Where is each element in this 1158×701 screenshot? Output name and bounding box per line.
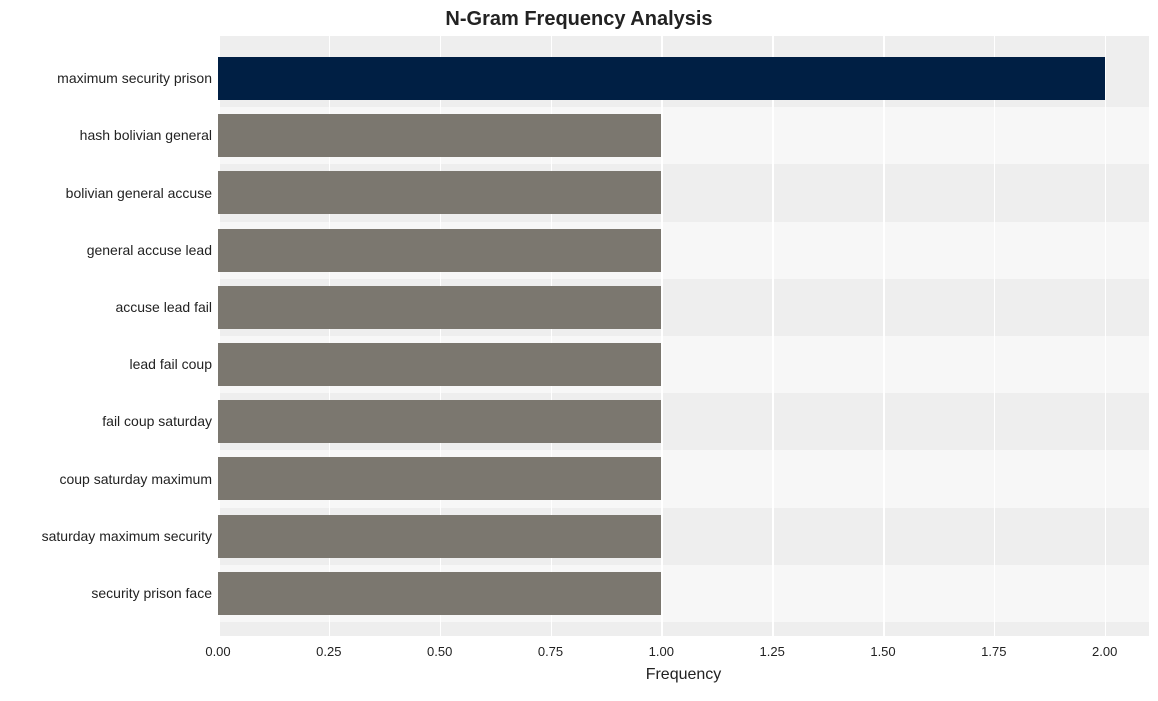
gridline xyxy=(994,36,996,636)
y-tick-label: coup saturday maximum xyxy=(59,471,212,487)
plot-row-band xyxy=(218,622,1149,636)
bar xyxy=(218,400,661,443)
bar xyxy=(218,171,661,214)
y-tick-label: maximum security prison xyxy=(57,70,212,86)
y-tick-label: hash bolivian general xyxy=(80,127,212,143)
gridline xyxy=(1105,36,1107,636)
x-tick-label: 1.00 xyxy=(649,644,674,659)
chart-title: N-Gram Frequency Analysis xyxy=(0,8,1158,31)
bar xyxy=(218,114,661,157)
x-tick-label: 0.25 xyxy=(316,644,341,659)
plot-area xyxy=(218,36,1149,636)
x-tick-label: 0.50 xyxy=(427,644,452,659)
x-tick-label: 0.00 xyxy=(205,644,230,659)
gridline xyxy=(883,36,885,636)
x-axis-title: Frequency xyxy=(218,666,1149,684)
bar xyxy=(218,57,1105,100)
x-tick-label: 1.50 xyxy=(870,644,895,659)
x-tick-label: 1.75 xyxy=(981,644,1006,659)
bar xyxy=(218,229,661,272)
x-tick-label: 2.00 xyxy=(1092,644,1117,659)
y-tick-label: security prison face xyxy=(91,585,212,601)
bar xyxy=(218,515,661,558)
gridline xyxy=(772,36,774,636)
y-tick-label: general accuse lead xyxy=(87,242,212,258)
y-tick-label: saturday maximum security xyxy=(42,528,212,544)
ngram-chart: N-Gram Frequency Analysis maximum securi… xyxy=(0,0,1158,701)
plot-row-band xyxy=(218,36,1149,50)
bar xyxy=(218,343,661,386)
bar xyxy=(218,286,661,329)
y-tick-label: accuse lead fail xyxy=(115,299,212,315)
y-tick-label: lead fail coup xyxy=(129,356,212,372)
bar xyxy=(218,572,661,615)
x-tick-label: 1.25 xyxy=(760,644,785,659)
gridline xyxy=(661,36,663,636)
y-tick-label: bolivian general accuse xyxy=(66,185,212,201)
bar xyxy=(218,457,661,500)
x-tick-label: 0.75 xyxy=(538,644,563,659)
y-tick-label: fail coup saturday xyxy=(102,413,212,429)
